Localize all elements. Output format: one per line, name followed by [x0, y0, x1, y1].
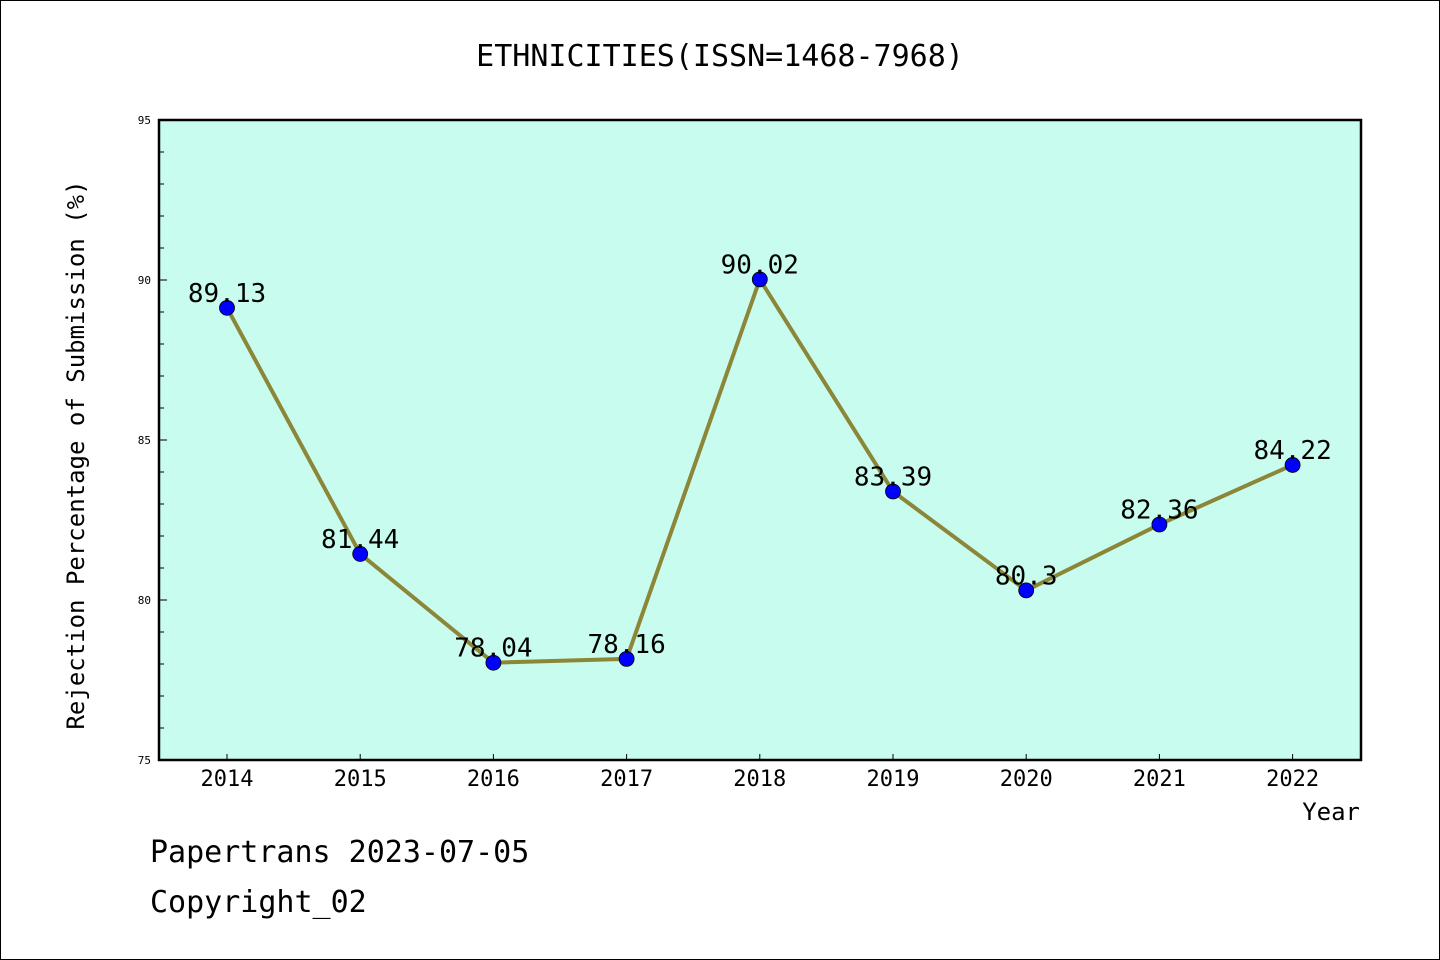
- data-label: 84.22: [1253, 436, 1331, 466]
- data-label: 90.02: [721, 250, 799, 280]
- data-point: [1284, 457, 1301, 473]
- y-tick-label: 85: [138, 434, 151, 447]
- y-tick-label: 90: [138, 274, 151, 287]
- data-label: 78.16: [587, 630, 665, 660]
- footer-copyright: Copyright_02: [150, 885, 367, 920]
- data-point: [1018, 582, 1035, 599]
- x-tick-label: 2021: [1133, 767, 1186, 792]
- x-tick-label: 2017: [600, 767, 653, 792]
- chart-title: ETHNICITIES(ISSN=1468-7968): [476, 39, 964, 74]
- series-layer: [219, 271, 1301, 671]
- x-tick-label: 2020: [1000, 767, 1053, 792]
- data-label: 81.44: [321, 525, 399, 555]
- data-label: 89.13: [188, 279, 266, 309]
- data-point: [751, 271, 768, 288]
- x-tick-label: 2018: [733, 767, 786, 792]
- data-point: [1151, 516, 1168, 533]
- x-tick-label: 2019: [867, 767, 920, 792]
- data-label-layer: 89.13 81.44 78.04 78.16 90.02 83.39 80.3 82.36 8…: [188, 250, 1332, 663]
- data-label: 78.04: [454, 634, 532, 664]
- x-tick-label: 2014: [201, 767, 254, 792]
- x-axis-label: Year: [1302, 798, 1360, 826]
- y-axis: 75 80 85 90 95: [138, 114, 167, 767]
- data-label: 80.3: [995, 561, 1058, 591]
- x-axis: 2014 2015 2016 2017 2018 2019 2020 2021 2022: [201, 754, 1319, 792]
- y-tick-label: 95: [138, 114, 151, 127]
- y-tick-label: 75: [138, 754, 151, 767]
- data-point: [485, 654, 502, 671]
- x-tick-label: 2022: [1266, 767, 1319, 792]
- plot-area: [157, 118, 1363, 762]
- x-tick-label: 2015: [334, 767, 387, 792]
- data-label: 83.39: [854, 463, 932, 493]
- footer-source: Papertrans 2023-07-05: [150, 835, 530, 870]
- data-point: [885, 483, 901, 500]
- data-point: [618, 650, 635, 667]
- data-point: [219, 299, 235, 316]
- data-label: 82.36: [1120, 495, 1198, 525]
- data-point: [352, 546, 369, 562]
- x-tick-label: 2016: [467, 767, 520, 792]
- y-axis-label: Rejection Percentage of Submission (%): [62, 180, 90, 729]
- y-tick-label: 80: [138, 594, 151, 607]
